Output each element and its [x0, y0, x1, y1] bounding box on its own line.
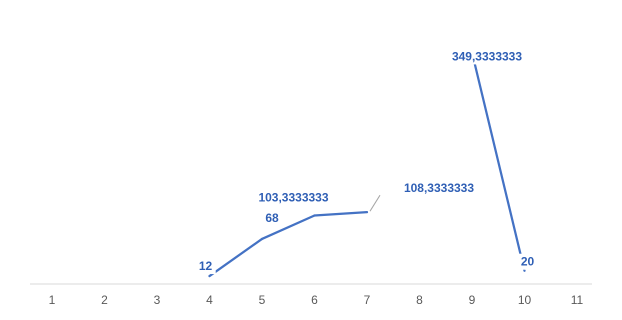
x-tick-label: 6: [311, 293, 318, 307]
data-label-leader-line: [369, 194, 381, 212]
data-label-background: [517, 253, 538, 270]
x-tick-label: 5: [259, 293, 266, 307]
x-tick-label: 8: [416, 293, 423, 307]
x-tick-label: 10: [518, 293, 532, 307]
series-line-segment: [208, 237, 264, 278]
data-label: 20: [521, 255, 535, 269]
data-label: 108,3333333: [404, 181, 474, 195]
data-label-background: [444, 48, 530, 65]
x-tick-label: 4: [206, 293, 213, 307]
series-lines: [208, 51, 526, 278]
data-label-background: [261, 209, 283, 226]
data-label: 103,3333333: [258, 190, 328, 204]
series-line-segment: [470, 51, 526, 272]
data-label: 349,3333333: [452, 49, 522, 63]
series-line-segment: [313, 211, 369, 217]
x-tick-label: 3: [154, 293, 161, 307]
data-label: 12: [199, 259, 213, 273]
data-label-background: [250, 189, 337, 206]
data-labels: 12 68 103,3333333 108,3333333 349,3333333 20: [195, 48, 538, 275]
x-tick-label: 7: [364, 293, 371, 307]
data-label-background: [396, 180, 482, 197]
x-tick-label: 11: [571, 293, 584, 307]
data-label-background: [195, 258, 216, 275]
x-tick-label: 2: [101, 293, 108, 307]
data-label: 68: [265, 211, 279, 225]
x-axis: 1 2 3 4 5 6 7 8 9 10 11: [30, 283, 592, 307]
series-line-segment: [260, 214, 316, 241]
x-tick-label: 1: [49, 293, 56, 307]
x-tick-label: 9: [469, 293, 476, 307]
